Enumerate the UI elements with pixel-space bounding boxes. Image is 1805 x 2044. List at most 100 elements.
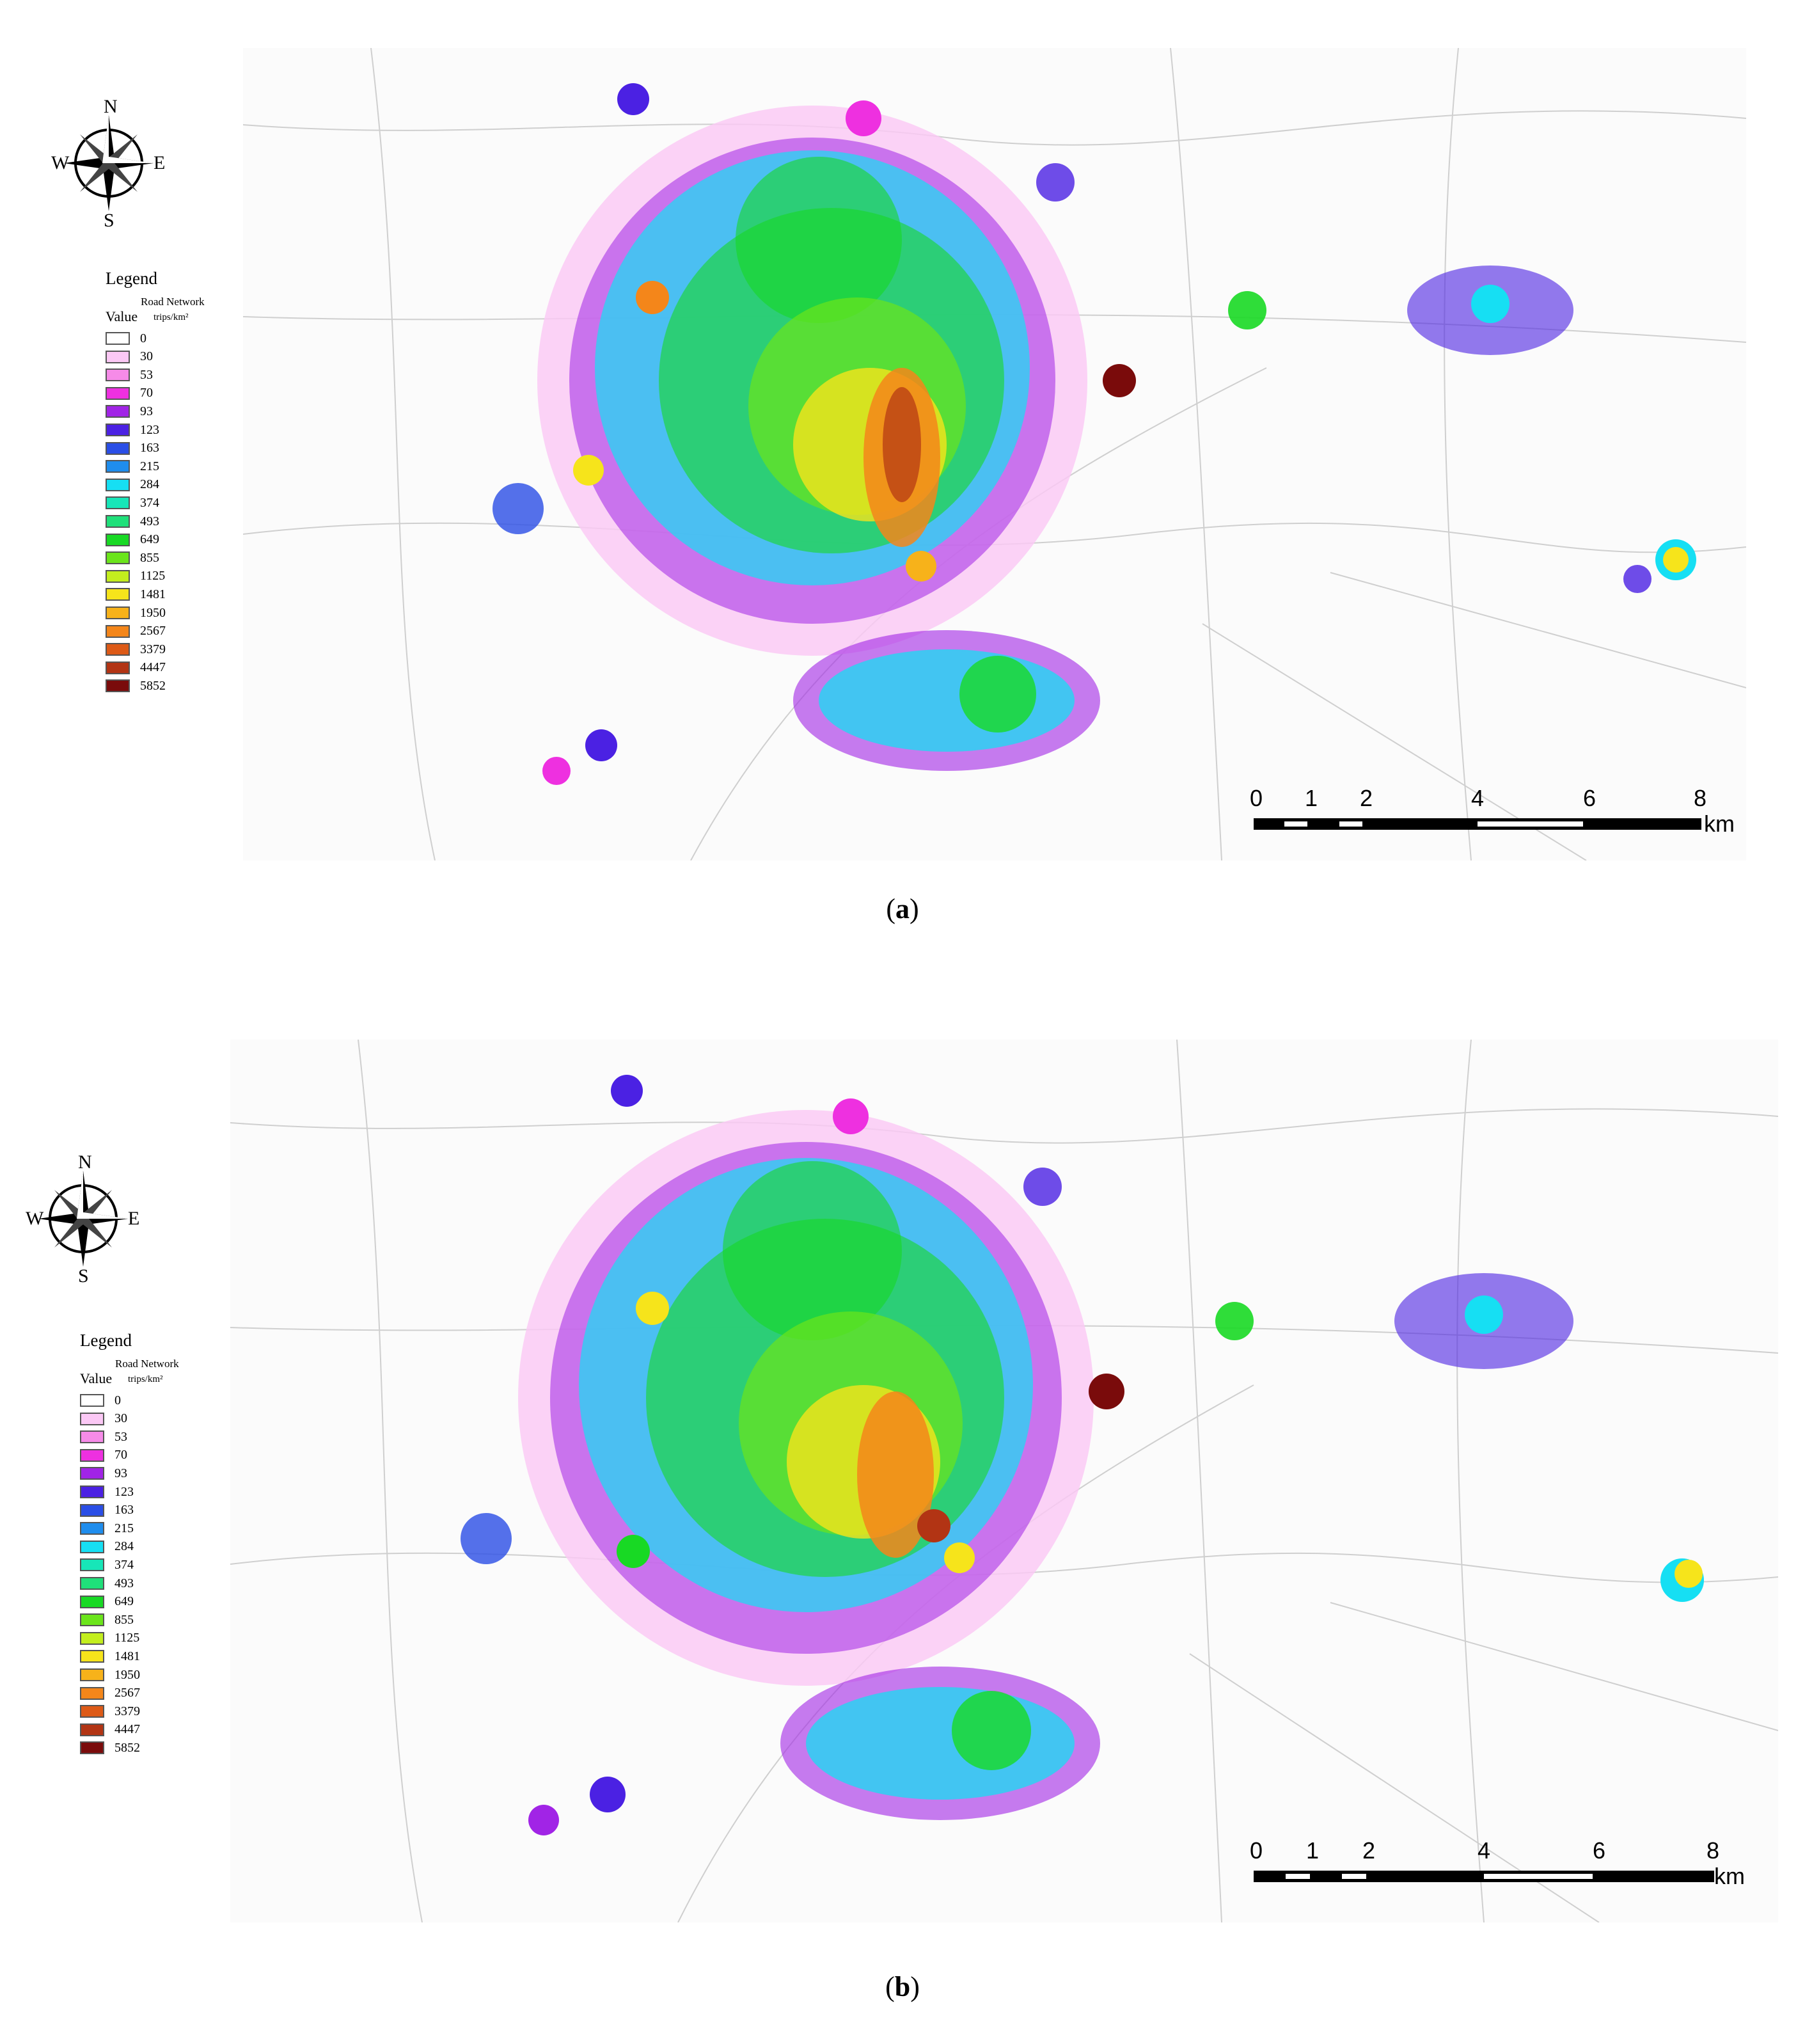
- legend-swatch: [80, 1412, 104, 1425]
- legend-value-header: Value: [80, 1370, 113, 1386]
- legend-swatch: [80, 1741, 104, 1755]
- legend-class-row: 1950: [80, 1667, 140, 1683]
- legend-class-label: 649: [140, 532, 159, 547]
- heatmap-a-svg: [243, 48, 1746, 860]
- legend-class-row: 30: [106, 349, 153, 365]
- legend-unit: trips/km²: [128, 1374, 163, 1384]
- legend-swatch: [80, 1558, 104, 1572]
- legend-class-row: 70: [106, 385, 153, 402]
- legend-swatch: [106, 405, 130, 418]
- legend-swatch: [80, 1448, 104, 1462]
- legend-swatch: [80, 1705, 104, 1718]
- legend-class-row: 163: [106, 440, 159, 457]
- legend-class-row: 1125: [80, 1630, 139, 1647]
- legend-swatch: [80, 1540, 104, 1553]
- legend-class-row: 3379: [106, 641, 166, 658]
- legend-class-label: 163: [140, 441, 159, 456]
- legend-class-row: 70: [80, 1447, 127, 1464]
- legend-class-label: 1125: [140, 569, 166, 583]
- legend-class-row: 374: [80, 1557, 134, 1573]
- compass-w: W: [51, 152, 70, 173]
- scale-tick-1: 1: [1305, 785, 1318, 811]
- legend-swatch: [106, 661, 130, 674]
- legend-class-label: 0: [140, 331, 146, 345]
- legend-class-label: 2567: [114, 1686, 140, 1700]
- legend-class-label: 70: [140, 386, 153, 400]
- legend-swatch: [80, 1631, 104, 1645]
- legend-class-label: 4447: [140, 660, 166, 675]
- legend-swatch: [106, 588, 130, 601]
- heatmap-b-svg: [230, 1040, 1778, 1922]
- compass-n: N: [78, 1152, 92, 1173]
- caption-a: (a): [886, 893, 919, 924]
- legend-class-label: 2567: [140, 624, 166, 638]
- legend-class-label: 70: [114, 1448, 127, 1462]
- legend-class-label: 374: [114, 1557, 134, 1572]
- legend-class-label: 1950: [114, 1667, 140, 1682]
- compass-rose-icon: [64, 115, 154, 211]
- legend-swatch: [106, 332, 130, 345]
- legend-class-row: 374: [106, 495, 159, 511]
- legend-class-label: 0: [114, 1393, 121, 1407]
- legend-title: Legend: [80, 1331, 132, 1350]
- scale-unit: km: [1704, 811, 1735, 837]
- legend-class-label: 30: [140, 349, 153, 364]
- legend-swatch: [80, 1485, 104, 1498]
- legend-class-row: 1481: [106, 586, 166, 603]
- legend-swatch: [106, 643, 130, 656]
- legend-class-label: 93: [140, 404, 153, 418]
- legend-class-row: 123: [106, 422, 159, 438]
- legend-class-row: 649: [80, 1594, 134, 1610]
- legend-class-row: 0: [80, 1392, 121, 1409]
- scale-tick-1: 1: [1306, 1837, 1320, 1864]
- legend-class-row: 1481: [80, 1648, 140, 1665]
- legend-class-label: 1481: [140, 587, 166, 601]
- legend-swatch: [80, 1650, 104, 1663]
- legend-swatch: [106, 569, 130, 583]
- legend-class-row: 284: [106, 477, 159, 493]
- legend-class-label: 374: [140, 495, 159, 510]
- legend-swatch: [80, 1723, 104, 1736]
- legend-class-row: 649: [106, 532, 159, 548]
- legend-road-network: Road Network: [115, 1358, 179, 1370]
- legend-class-row: 1125: [106, 568, 165, 585]
- legend-swatch: [106, 441, 130, 455]
- legend-swatch: [106, 533, 130, 546]
- legend-swatch: [80, 1394, 104, 1407]
- legend-class-label: 284: [140, 477, 159, 492]
- legend-swatch: [106, 460, 130, 473]
- legend-swatch: [80, 1595, 104, 1608]
- legend-class-label: 855: [140, 550, 159, 565]
- scale-tick-6: 6: [1583, 785, 1596, 811]
- legend-class-row: 4447: [80, 1722, 140, 1738]
- heatmap-b: [230, 1040, 1778, 1922]
- legend-swatch: [80, 1467, 104, 1480]
- legend-class-row: 5852: [80, 1739, 140, 1756]
- heatmap-a: [243, 48, 1746, 860]
- legend-class-row: 123: [80, 1484, 134, 1500]
- legend-unit: trips/km²: [154, 312, 189, 322]
- legend-class-row: 284: [80, 1539, 134, 1555]
- legend-class-row: 5852: [106, 677, 166, 694]
- legend-swatch: [80, 1522, 104, 1535]
- caption-b: (b): [885, 1971, 920, 2002]
- compass-rose-icon: [38, 1171, 128, 1267]
- legend-class-row: 30: [80, 1411, 127, 1427]
- scale-tick-0: 0: [1250, 1837, 1263, 1864]
- legend-class-row: 215: [80, 1520, 134, 1537]
- legend-class-row: 2567: [80, 1685, 140, 1702]
- scale-tick-4: 4: [1478, 1837, 1491, 1864]
- scale-tick-8: 8: [1706, 1837, 1720, 1864]
- legend-class-row: 3379: [80, 1703, 140, 1720]
- legend-class-label: 215: [140, 459, 159, 473]
- legend-swatch: [80, 1503, 104, 1517]
- legend-value-header: Value: [106, 308, 138, 324]
- legend-class-label: 855: [114, 1612, 134, 1627]
- legend-swatch: [80, 1577, 104, 1590]
- scale-tick-6: 6: [1593, 1837, 1606, 1864]
- legend-class-label: 284: [114, 1539, 134, 1554]
- legend-class-label: 493: [114, 1576, 134, 1590]
- legend-swatch: [106, 368, 130, 382]
- legend-class-row: 0: [106, 330, 146, 347]
- legend-class-label: 53: [140, 367, 153, 382]
